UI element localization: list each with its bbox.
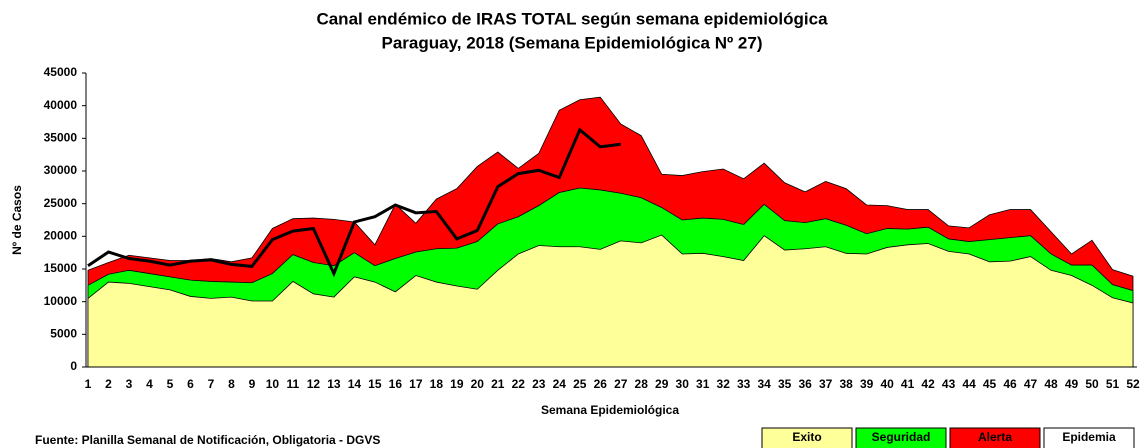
x-tick-label: 27: [614, 377, 628, 391]
x-tick-label: 29: [655, 377, 669, 391]
x-tick-label: 5: [167, 377, 174, 391]
x-tick-label: 23: [532, 377, 546, 391]
x-tick-label: 4: [146, 377, 153, 391]
legend-label: Exito: [792, 430, 821, 444]
y-tick-label: 5000: [50, 327, 77, 341]
x-tick-label: 18: [430, 377, 444, 391]
legend-label: Epidemia: [1062, 430, 1116, 444]
x-tick-label: 50: [1085, 377, 1099, 391]
x-tick-label: 15: [368, 377, 382, 391]
source-note: Fuente: Planilla Semanal de Notificación…: [35, 433, 380, 447]
x-tick-label: 35: [778, 377, 792, 391]
y-tick-label: 35000: [44, 131, 78, 145]
x-tick-label: 21: [491, 377, 505, 391]
x-tick-label: 36: [798, 377, 812, 391]
x-tick-label: 25: [573, 377, 587, 391]
x-tick-label: 49: [1065, 377, 1079, 391]
x-tick-label: 37: [819, 377, 833, 391]
area-band: [87, 234, 1134, 368]
x-tick-label: 6: [187, 377, 194, 391]
legend-swatch: [761, 427, 853, 448]
chart-subtitle: Paraguay, 2018 (Semana Epidemiológica Nº…: [382, 33, 763, 52]
x-tick-label: 3: [126, 377, 133, 391]
x-tick-label: 8: [228, 377, 235, 391]
x-tick-label: 24: [553, 377, 567, 391]
y-tick-label: 0: [70, 359, 77, 373]
x-tick-label: 10: [266, 377, 280, 391]
y-tick-label: 20000: [44, 229, 78, 243]
x-tick-label: 41: [901, 377, 915, 391]
y-axis-label: Nº de Casos: [10, 185, 24, 255]
cases-line: [87, 127, 621, 278]
x-tick-label: 44: [962, 377, 976, 391]
y-tick-label: 30000: [44, 163, 78, 177]
x-tick-label: 16: [389, 377, 403, 391]
legend-swatch: [855, 427, 947, 448]
x-tick-label: 33: [737, 377, 751, 391]
x-tick-label: 48: [1044, 377, 1058, 391]
x-tick-label: 38: [839, 377, 853, 391]
x-tick-label: 30: [676, 377, 690, 391]
x-tick-label: 20: [471, 377, 485, 391]
x-tick-label: 11: [287, 377, 300, 391]
x-tick-label: 26: [594, 377, 608, 391]
x-tick-label: 47: [1024, 377, 1038, 391]
y-tick-label: 40000: [44, 98, 78, 112]
y-tick-label: 15000: [44, 261, 78, 275]
x-tick-label: 43: [942, 377, 956, 391]
x-tick-label: 31: [696, 377, 710, 391]
x-tick-label: 46: [1003, 377, 1017, 391]
legend-swatch: [949, 427, 1041, 448]
y-tick-label: 10000: [44, 294, 78, 308]
legend-label: Seguridad: [872, 430, 931, 444]
x-tick-label: 12: [307, 377, 321, 391]
y-tick-label: 45000: [44, 65, 78, 79]
x-tick-label: 19: [450, 377, 464, 391]
legend-label: Alerta: [978, 430, 1012, 444]
x-tick-label: 34: [757, 377, 771, 391]
x-tick-label: 17: [409, 377, 423, 391]
x-tick-label: 45: [983, 377, 997, 391]
x-tick-label: 2: [105, 377, 112, 391]
y-tick-label: 25000: [44, 196, 78, 210]
x-tick-label: 1: [85, 377, 92, 391]
x-tick-label: 14: [348, 377, 362, 391]
x-tick-label: 39: [860, 377, 874, 391]
x-tick-label: 51: [1106, 377, 1120, 391]
chart-title: Canal endémico de IRAS TOTAL según seman…: [316, 9, 828, 28]
legend-swatch: [1043, 427, 1135, 448]
x-tick-label: 42: [921, 377, 935, 391]
x-tick-label: 22: [512, 377, 526, 391]
x-axis-label: Semana Epidemiológica: [541, 403, 679, 417]
x-tick-label: 7: [208, 377, 215, 391]
x-tick-label: 13: [327, 377, 341, 391]
x-tick-label: 28: [635, 377, 649, 391]
x-tick-label: 52: [1126, 377, 1140, 391]
x-tick-label: 32: [717, 377, 731, 391]
x-tick-label: 9: [249, 377, 256, 391]
x-tick-label: 40: [880, 377, 894, 391]
